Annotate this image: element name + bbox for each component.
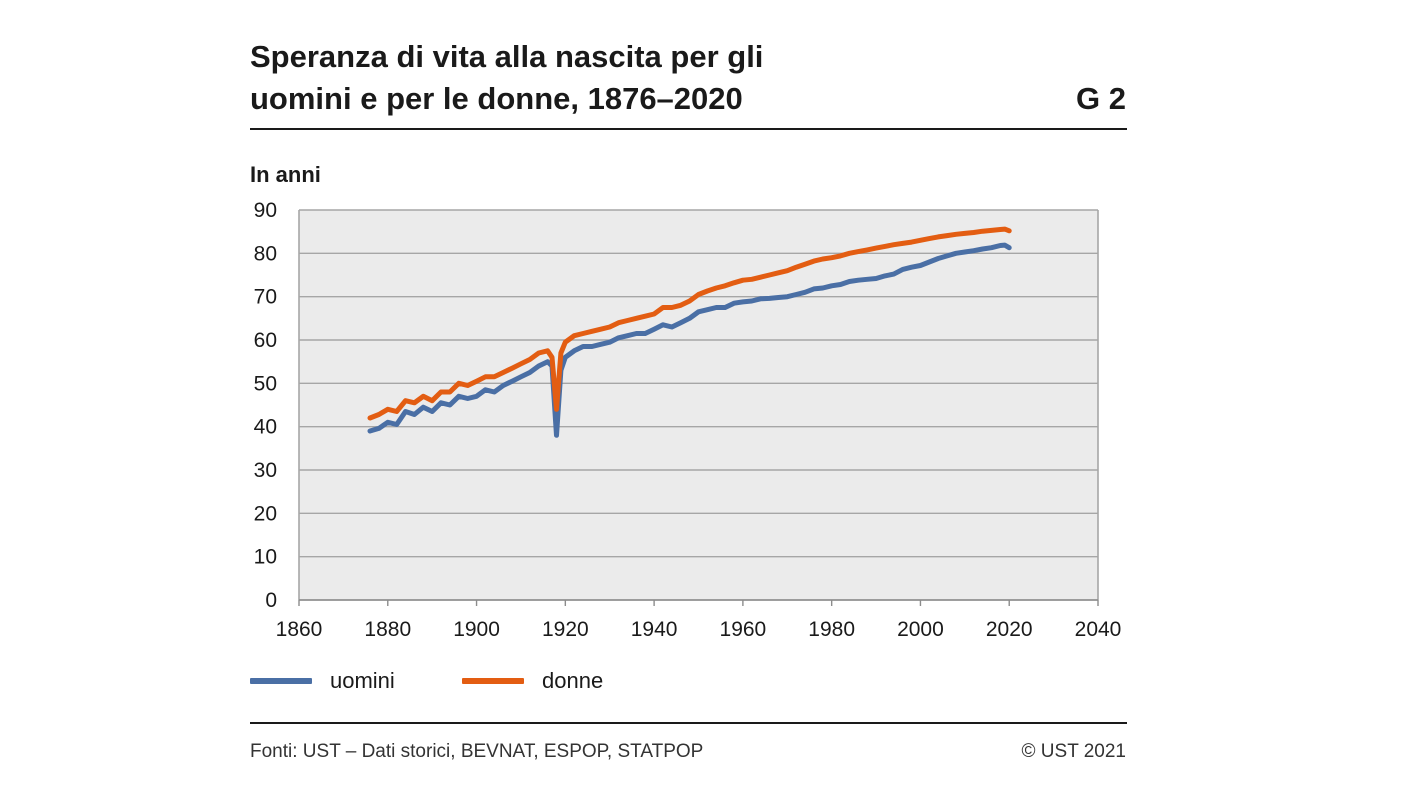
source-note: Fonti: UST – Dati storici, BEVNAT, ESPOP… <box>250 741 704 762</box>
y-tick-label-10: 10 <box>254 546 277 569</box>
y-tick-label-80: 80 <box>254 242 277 265</box>
y-tick-label-90: 90 <box>254 199 277 222</box>
series-line-uomini <box>367 242 1012 438</box>
legend-item-donne: donne <box>462 664 603 698</box>
x-tick-label-1940: 1940 <box>631 618 678 641</box>
plot-area <box>299 210 1098 600</box>
chart-title: Speranza di vita alla nascita per gli uo… <box>250 36 870 120</box>
x-tick-label-2000: 2000 <box>897 618 944 641</box>
y-tick-label-30: 30 <box>254 459 277 482</box>
copyright-note: © UST 2021 <box>1021 741 1126 762</box>
y-axis-unit-label: In anni <box>250 162 321 187</box>
x-tick-label-1920: 1920 <box>542 618 589 641</box>
x-tick-label-2020: 2020 <box>986 618 1033 641</box>
legend-label-donne: donne <box>542 668 604 693</box>
x-tick-label-1900: 1900 <box>453 618 500 641</box>
legend-swatch-donne <box>462 678 524 684</box>
x-tick-label-2040: 2040 <box>1075 618 1122 641</box>
y-tick-label-60: 60 <box>254 329 277 352</box>
y-tick-label-50: 50 <box>254 372 277 395</box>
header-divider <box>250 128 1127 130</box>
x-tick-label-1980: 1980 <box>808 618 855 641</box>
y-tick-label-20: 20 <box>254 502 277 525</box>
figure-id: G 2 <box>1076 81 1126 116</box>
legend-swatch-uomini <box>250 678 312 684</box>
x-tick-label-1880: 1880 <box>364 618 411 641</box>
chart-title-line-1: Speranza di vita alla nascita per gli <box>250 39 764 74</box>
y-tick-label-0: 0 <box>265 589 277 612</box>
y-tick-label-70: 70 <box>254 286 277 309</box>
chart-title-line-2: uomini e per le donne, 1876–2020 <box>250 81 743 116</box>
x-tick-label-1960: 1960 <box>720 618 767 641</box>
x-tick-label-1860: 1860 <box>276 618 323 641</box>
legend-item-uomini: uomini <box>250 664 395 698</box>
y-tick-label-40: 40 <box>254 416 277 439</box>
footer-divider <box>250 722 1127 724</box>
legend-label-uomini: uomini <box>330 668 395 693</box>
series-line-donne <box>367 226 1012 421</box>
